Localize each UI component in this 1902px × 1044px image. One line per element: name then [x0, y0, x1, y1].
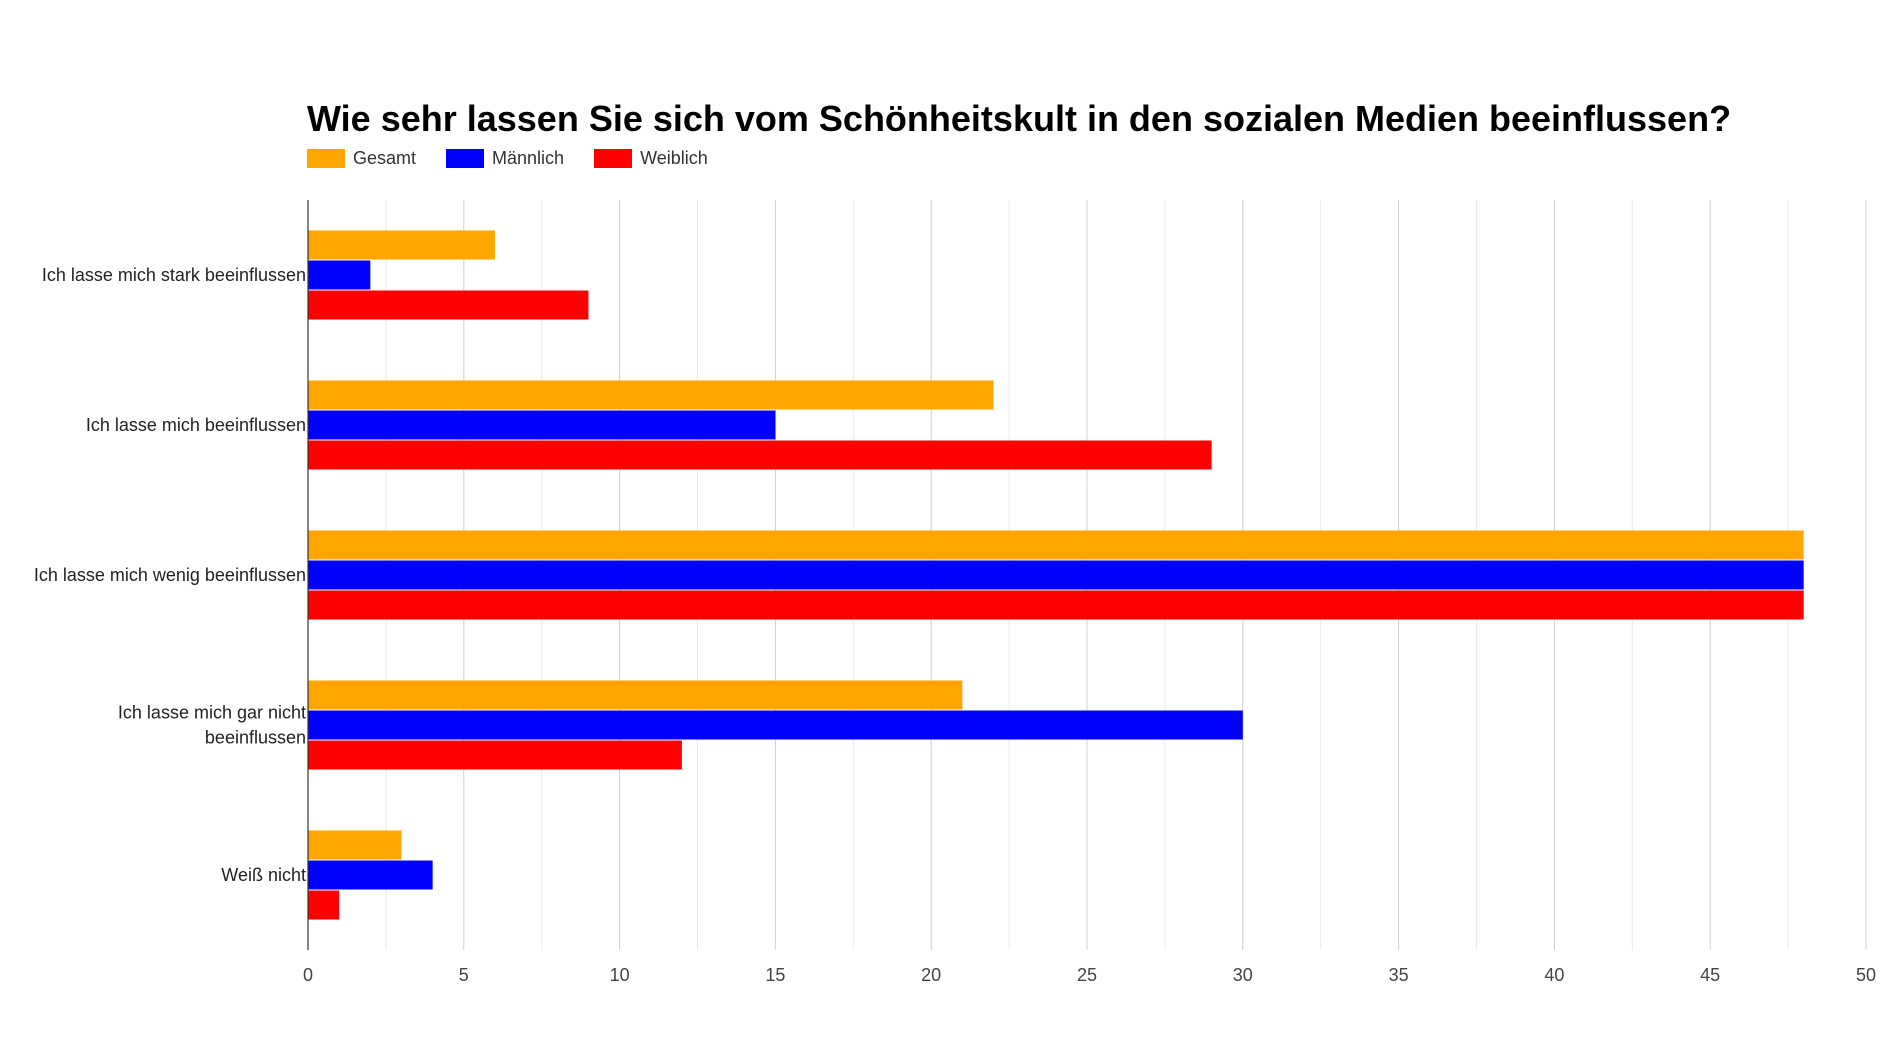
bar-gesamt-0 [308, 230, 495, 260]
legend-item-weiblich[interactable]: Weiblich [594, 148, 708, 169]
bar-weiblich-4 [308, 890, 340, 920]
category-label: Ich lasse mich stark beeinflussen [42, 265, 306, 285]
legend-swatch [446, 149, 485, 168]
bar-gesamt-2 [308, 530, 1804, 560]
x-tick-label: 35 [1389, 965, 1409, 985]
category-label: Weiß nicht [221, 865, 306, 885]
legend: Gesamt Männlich Weiblich [307, 148, 708, 169]
bar-weiblich-1 [308, 440, 1212, 470]
x-tick-label: 50 [1856, 965, 1876, 985]
bar-männlich-1 [308, 410, 776, 440]
bar-männlich-3 [308, 710, 1243, 740]
bar-weiblich-0 [308, 290, 589, 320]
x-tick-label: 30 [1233, 965, 1253, 985]
x-tick-label: 15 [765, 965, 785, 985]
bar-männlich-4 [308, 860, 433, 890]
legend-swatch [594, 149, 633, 168]
x-tick-label: 40 [1544, 965, 1564, 985]
bar-gesamt-4 [308, 830, 402, 860]
legend-label: Gesamt [353, 148, 417, 168]
bar-gesamt-1 [308, 380, 994, 410]
x-tick-label: 45 [1700, 965, 1720, 985]
category-label: Ich lasse mich gar nicht [118, 703, 306, 723]
bar-männlich-0 [308, 260, 371, 290]
legend-item-maennlich[interactable]: Männlich [446, 148, 564, 169]
category-label: Ich lasse mich beeinflussen [86, 415, 306, 435]
x-tick-label: 0 [303, 965, 313, 985]
x-tick-label: 5 [459, 965, 469, 985]
legend-swatch [307, 149, 345, 168]
legend-label: Weiblich [640, 148, 708, 168]
legend-label: Männlich [492, 148, 565, 168]
bar-gesamt-3 [308, 680, 963, 710]
x-tick-label: 25 [1077, 965, 1097, 985]
bar-weiblich-3 [308, 740, 682, 770]
bar-weiblich-2 [308, 590, 1804, 620]
x-tick-label: 10 [610, 965, 630, 985]
category-label: Ich lasse mich wenig beeinflussen [34, 565, 306, 585]
chart-title: Wie sehr lassen Sie sich vom Schönheitsk… [307, 98, 1732, 139]
legend-item-gesamt[interactable]: Gesamt [307, 148, 416, 169]
bar-männlich-2 [308, 560, 1804, 590]
x-tick-label: 20 [921, 965, 941, 985]
category-label: beeinflussen [205, 728, 306, 748]
